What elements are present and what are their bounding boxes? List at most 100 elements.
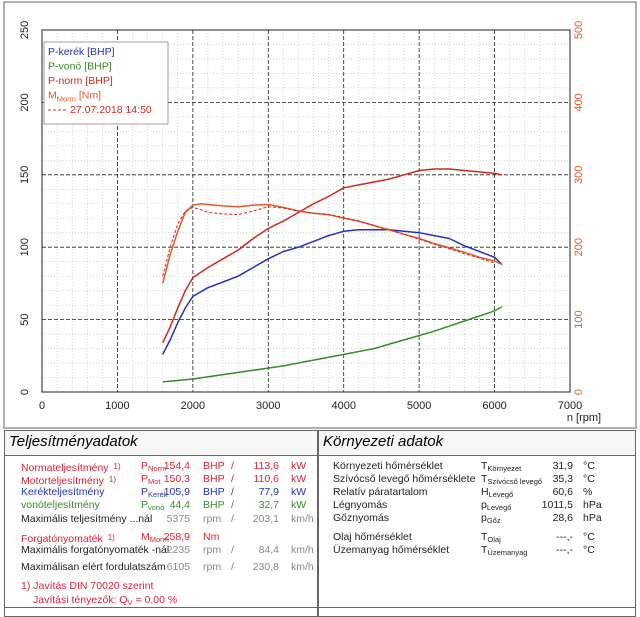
y-right-tick-label: 100 [573, 310, 585, 328]
performance-unit-2: kW [291, 486, 307, 498]
performance-symbol: Pvonó [141, 499, 165, 512]
footnote-marker: 1) [113, 462, 121, 471]
x-tick-label: 0 [39, 400, 45, 412]
x-tick-label: 4000 [331, 400, 355, 412]
performance-value: 154,4 [163, 460, 190, 472]
dyno-chart: 0 1000 2000 3000 4000 5000 6000 700005010015020… [3, 1, 637, 429]
x-tick-label: 6000 [482, 400, 506, 412]
environment-row: Szívócső levegő hőmérséklete TSzívócső le… [319, 473, 635, 486]
performance-row: Kerékteljesítmény PKerék 105,9 BHP / 77,9 kW [5, 486, 317, 499]
performance-value-2: 32,7 [258, 499, 279, 511]
performance-symbol: PNorm [141, 460, 167, 473]
footnote-correction: Javítási tényezők: QV = 0,00 % [33, 594, 317, 607]
plot-area [41, 29, 571, 393]
x-axis-label: n [rpm] [567, 412, 601, 424]
environment-symbol-sub: Olaj [487, 535, 501, 544]
performance-panel-title: Teljesítményadatok [5, 431, 317, 456]
performance-symbol: PKerék [141, 486, 168, 499]
environment-value: ---,- [556, 544, 573, 556]
performance-unit-2: kW [291, 460, 307, 472]
performance-label: vonóteljesítmény [21, 499, 100, 511]
performance-label: Normateljesítmény 1) [21, 462, 121, 474]
environment-unit: °C [583, 544, 595, 556]
performance-symbol: PMot [141, 473, 161, 486]
x-tick-label: 3000 [256, 400, 280, 412]
performance-row: Maximális forgatónyomaték -nál 2235 rpm / 84… [5, 544, 317, 557]
x-tick-label: 1000 [105, 400, 129, 412]
environment-symbol-sub: Gőz [486, 516, 501, 525]
performance-value-2: 113,6 [253, 460, 280, 472]
performance-separator: / [231, 486, 234, 498]
y-right-tick-label: 300 [573, 166, 585, 184]
performance-row: Maximális teljesítmény ...nál 5375 rpm / 203… [5, 513, 317, 526]
performance-symbol-sub: Kerék [148, 490, 168, 499]
environment-panel: Környezeti adatok Környezeti hőmérséklet… [318, 430, 636, 617]
performance-value: 2235 [166, 544, 190, 556]
performance-separator: / [231, 473, 234, 485]
correction-label: Javítási tényezők: Q [33, 594, 128, 606]
environment-label: Szívócső levegő hőmérséklete [333, 473, 476, 485]
footnote-din: 1) Javítás DIN 70020 szerint [21, 580, 154, 592]
environment-value: 35,3 [552, 473, 573, 485]
performance-unit: BHP [203, 460, 225, 472]
environment-label: Légnyomás [333, 499, 388, 511]
series-line-0 [162, 229, 503, 355]
y-left-tick-label: 100 [19, 238, 31, 256]
chart-frame [3, 1, 637, 429]
performance-unit: Nm [203, 531, 220, 543]
performance-unit: BHP [203, 499, 225, 511]
performance-unit: BHP [203, 486, 225, 498]
environment-label: Gőznyomás [333, 512, 390, 524]
environment-symbol: TSzívócső levegő [481, 473, 543, 486]
y-right-tick-label: 0 [573, 389, 585, 395]
performance-value: 150,3 [163, 473, 190, 485]
x-tick-label: 5000 [407, 400, 431, 412]
environment-symbol-sub: Levegő [486, 503, 512, 512]
performance-row: vonóteljesítmény Pvonó 44,4 BHP / 32,7 kW [5, 499, 317, 512]
y-left-tick-label: 200 [19, 93, 31, 111]
environment-symbol-sub: Környezet [487, 464, 522, 473]
performance-unit-2: kW [291, 473, 307, 485]
performance-panel: Teljesítményadatok Normateljesítmény 1) PN… [4, 430, 318, 617]
performance-value: 6105 [166, 561, 190, 573]
performance-unit-2: km/h [291, 544, 314, 556]
legend-entry: 27.07.2018 14:50 [70, 104, 152, 116]
environment-symbol: pGőz [481, 512, 501, 525]
performance-separator: / [231, 544, 234, 556]
performance-separator: / [231, 513, 234, 525]
footnote-marker: 1) [108, 475, 116, 484]
x-tick-label: 2000 [181, 400, 205, 412]
correction-sub: V [127, 598, 133, 607]
environment-value: 31,9 [552, 460, 573, 472]
performance-label: Maximálisan elért fordulatszám [21, 561, 166, 573]
environment-unit: hPa [583, 499, 602, 511]
performance-symbol-sub: Norm [148, 464, 167, 473]
environment-label: Olaj hőmérséklet [333, 531, 412, 543]
environment-symbol: HLevegő [481, 486, 514, 499]
performance-value-2: 110,6 [253, 473, 280, 485]
legend-entry: P-norm [BHP] [48, 75, 113, 87]
correction-value: = 0,00 % [132, 594, 178, 606]
environment-value: ---,- [556, 531, 573, 543]
y-right-tick-label: 200 [573, 238, 585, 256]
performance-symbol: MMorm [141, 531, 169, 544]
environment-symbol-sub: Levegő [488, 490, 514, 499]
environment-label: Üzemanyag hőmérséklet [333, 544, 450, 556]
environment-row: Gőznyomás pGőz 28,6 hPa [319, 512, 635, 525]
performance-label: Kerékteljesítmény [21, 486, 105, 498]
performance-row: Motorteljesítmény 1) PMot 150,3 BHP / 110,6 kW [5, 473, 317, 487]
performance-label: Forgatónyomaték 1) [21, 533, 115, 545]
performance-label: Maximális teljesítmény ...nál [21, 513, 153, 525]
environment-unit: °C [583, 473, 595, 485]
performance-value: 44,4 [169, 499, 190, 511]
environment-symbol: TÜzemanyag [481, 544, 528, 557]
performance-unit: rpm [203, 561, 222, 573]
performance-label: Maximális forgatónyomaték -nál [21, 544, 170, 556]
environment-row: Légnyomás pLevegő 1011,5 hPa [319, 499, 635, 512]
environment-value: 28,6 [552, 512, 573, 524]
environment-unit: % [583, 486, 593, 498]
series-line-2 [162, 168, 503, 344]
series-line-1 [162, 305, 503, 383]
environment-label: Környezeti hőmérséklet [333, 460, 443, 472]
y-right-tick-label: 500 [573, 21, 585, 39]
